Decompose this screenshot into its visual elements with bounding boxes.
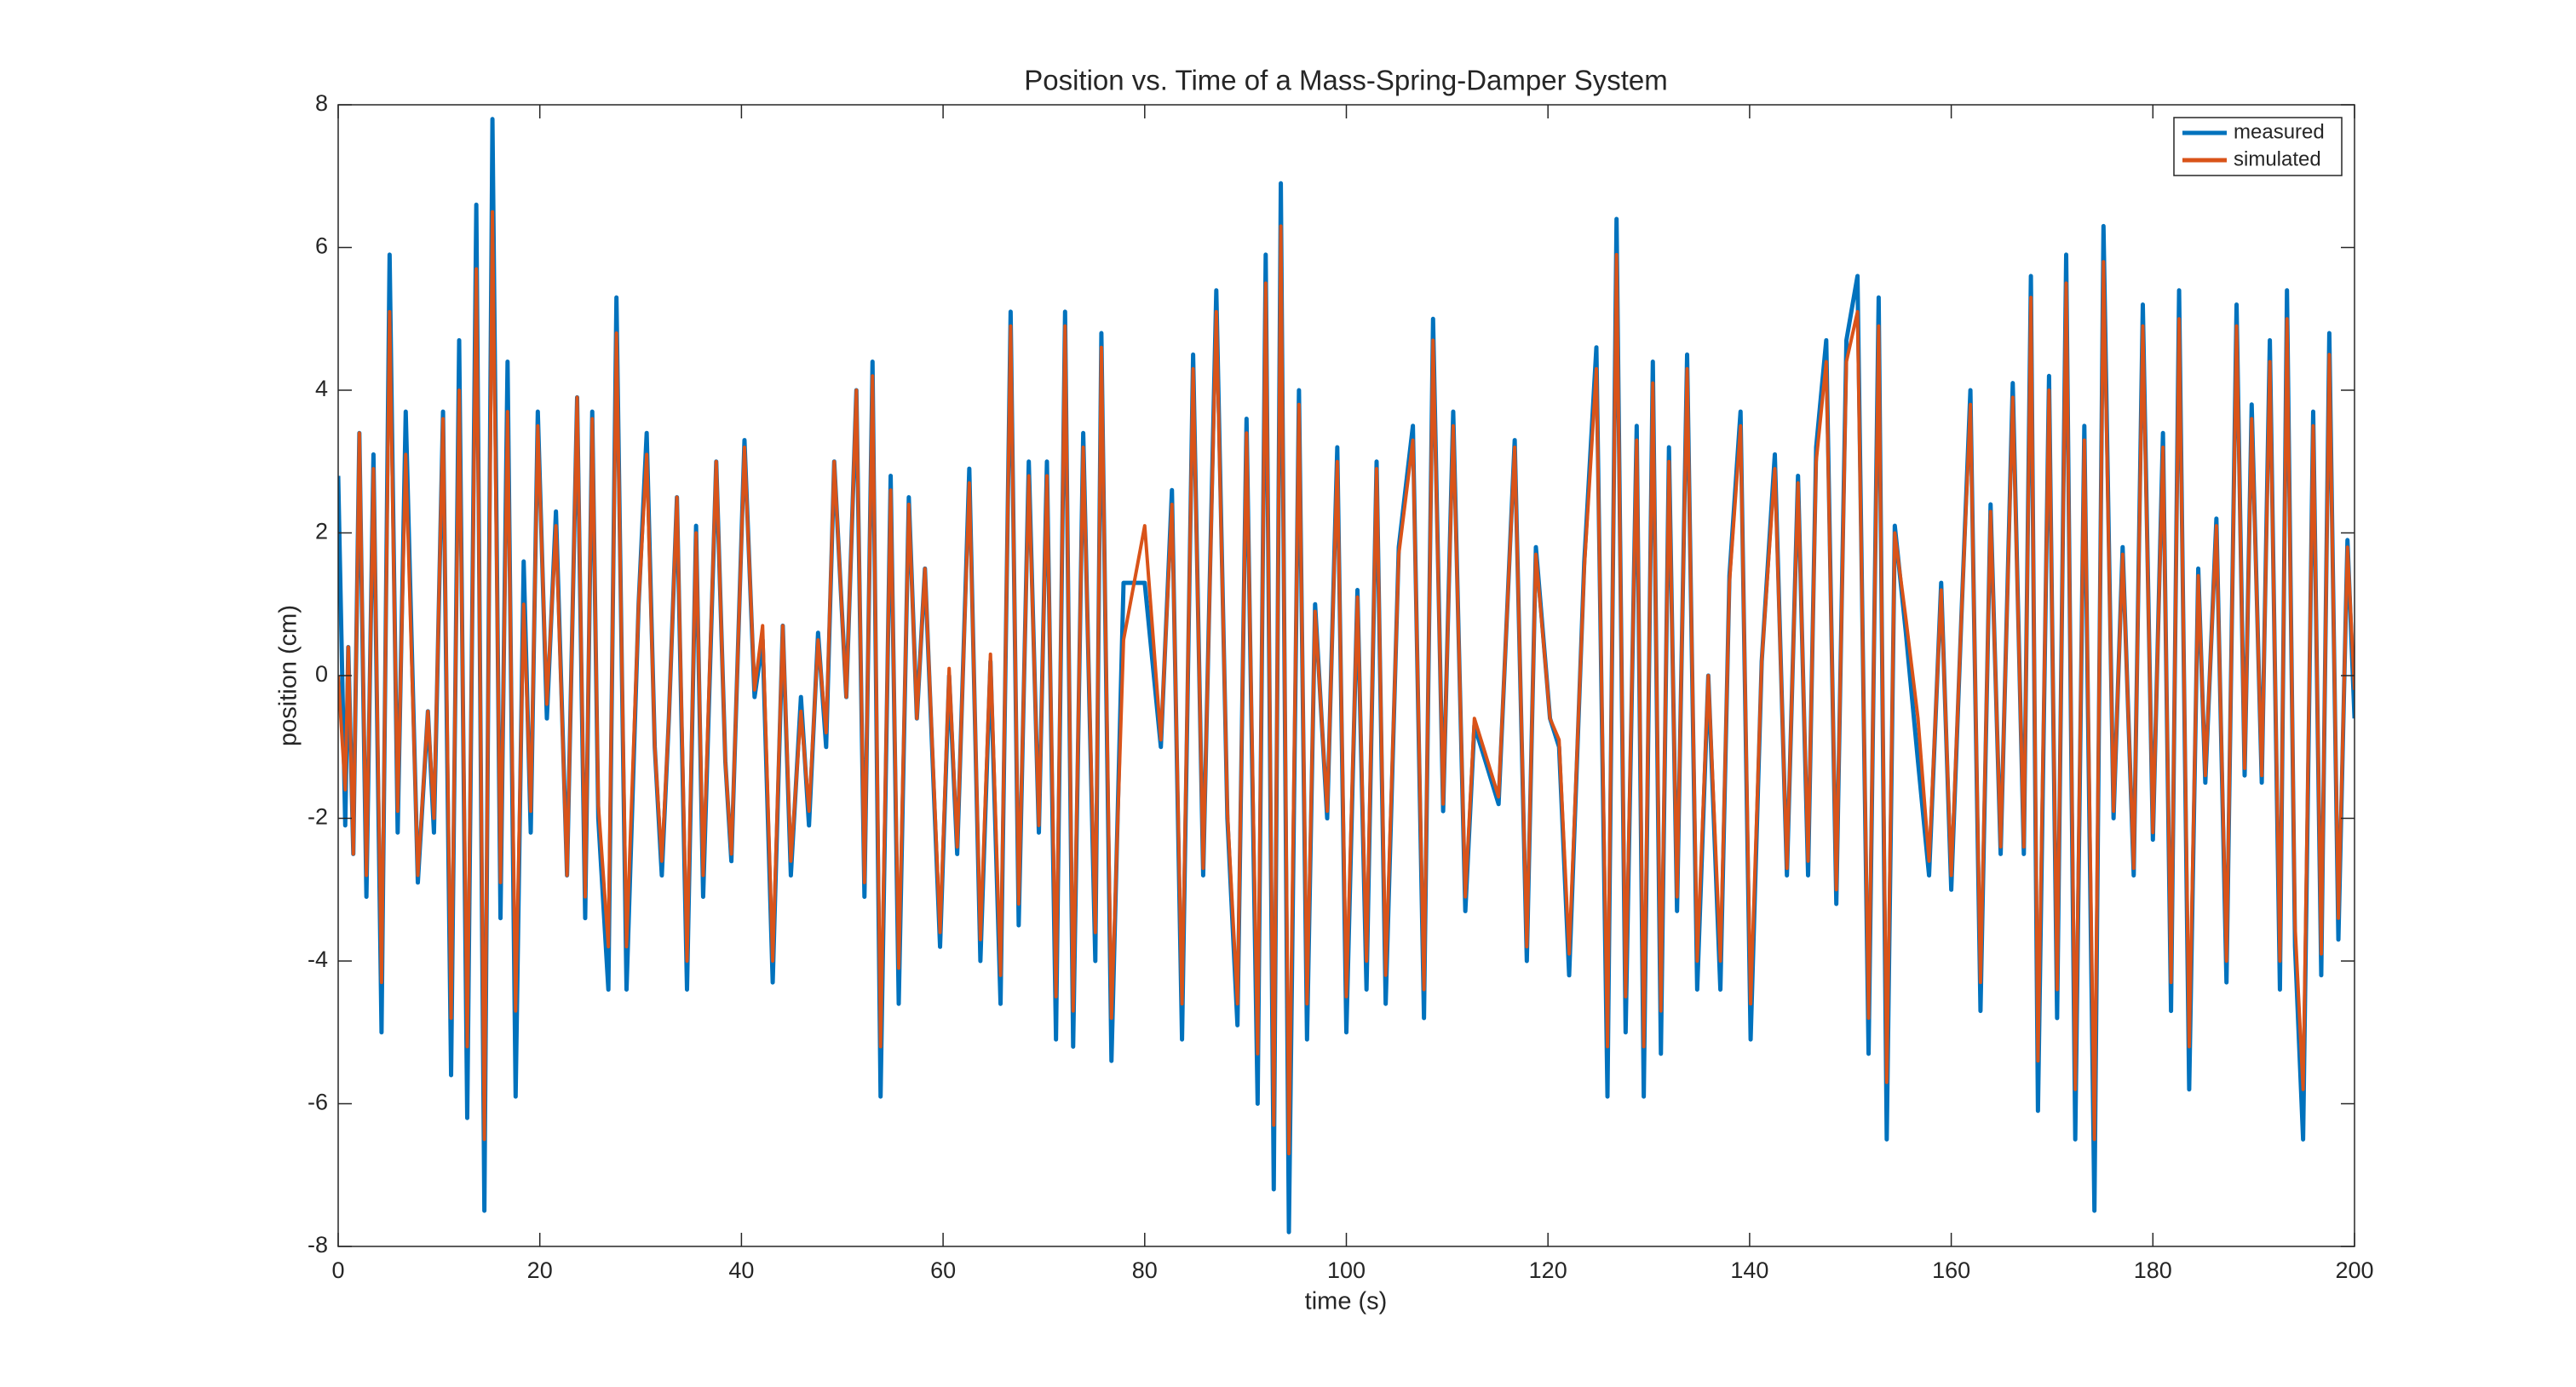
y-tick-label: -4 bbox=[308, 947, 328, 972]
x-tick-label: 40 bbox=[728, 1258, 754, 1283]
y-tick-label: -2 bbox=[308, 804, 328, 830]
x-tick-label: 200 bbox=[2335, 1258, 2373, 1283]
legend-label: simulated bbox=[2234, 147, 2321, 170]
y-tick-label: 6 bbox=[315, 233, 328, 259]
x-tick-label: 20 bbox=[527, 1258, 553, 1283]
y-tick-label: -6 bbox=[308, 1090, 328, 1115]
legend: measured simulated bbox=[2173, 117, 2343, 176]
x-tick-label: 160 bbox=[1932, 1258, 1970, 1283]
legend-box bbox=[2173, 117, 2343, 176]
x-tick-label: 80 bbox=[1132, 1258, 1158, 1283]
x-tick-label: 180 bbox=[2134, 1258, 2172, 1283]
y-tick-label: -8 bbox=[308, 1232, 328, 1258]
x-axis-label: time (s) bbox=[1305, 1288, 1388, 1315]
y-tick-label: 8 bbox=[315, 90, 328, 116]
x-tick-label: 140 bbox=[1730, 1258, 1768, 1283]
chart-title: Position vs. Time of a Mass-Spring-Dampe… bbox=[1024, 65, 1668, 96]
legend-label: measured bbox=[2234, 120, 2325, 143]
y-tick-label: 0 bbox=[315, 661, 328, 687]
x-tick-label: 0 bbox=[331, 1258, 344, 1283]
y-tick-label: 2 bbox=[315, 519, 328, 544]
data-line bbox=[338, 210, 2355, 1156]
y-axis-label: position (cm) bbox=[275, 605, 302, 746]
x-tick-label: 100 bbox=[1327, 1258, 1366, 1283]
y-tick-label: 4 bbox=[315, 376, 328, 401]
x-tick-label: 60 bbox=[930, 1258, 956, 1283]
x-tick-label: 120 bbox=[1529, 1258, 1567, 1283]
